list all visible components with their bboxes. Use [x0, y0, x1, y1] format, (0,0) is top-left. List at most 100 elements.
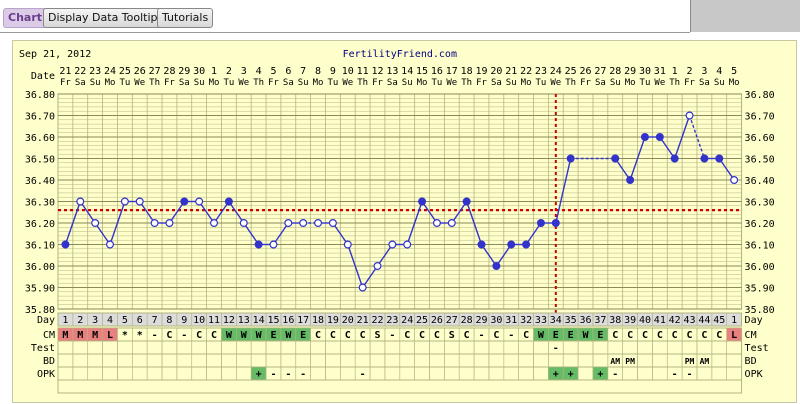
row-cm-value: -: [152, 330, 158, 341]
temp-line-segment: [421, 201, 438, 224]
row-day-value: 26: [431, 315, 443, 326]
display-data-tooltip-button[interactable]: Display Data Tooltip: [43, 8, 163, 28]
y-tick-right: 36.00: [745, 262, 775, 273]
row-opk-label-right: OPK: [745, 369, 763, 380]
y-tick-right: 35.80: [745, 305, 775, 316]
y-tick-left: 36.20: [25, 219, 55, 230]
temp-point: [165, 219, 174, 228]
row-cm-value: C: [612, 330, 618, 341]
y-tick-right: 36.70: [745, 112, 775, 123]
temp-point: [730, 176, 739, 185]
weekday-tick: Fr: [372, 78, 383, 88]
temp-point: [640, 132, 649, 141]
temp-line-segment: [362, 265, 379, 288]
temp-point: [700, 154, 709, 163]
weekday-tick: We: [134, 78, 145, 88]
row-day-value: 12: [223, 315, 235, 326]
temp-point: [224, 197, 233, 206]
temp-line-segment: [465, 201, 483, 245]
row-day-value: 8: [166, 315, 172, 326]
row-cm-value: S: [449, 330, 455, 341]
row-bd-label: BD: [43, 356, 55, 367]
tutorials-button[interactable]: Tutorials: [157, 8, 214, 28]
row-day-value: 3: [92, 315, 98, 326]
temp-line-segment: [332, 222, 349, 245]
temp-point: [76, 197, 85, 206]
date-tick: 8: [315, 66, 321, 77]
row-day-value: 7: [152, 315, 158, 326]
date-tick: 23: [89, 66, 101, 77]
weekday-tick: We: [238, 78, 249, 88]
y-tick-left: 36.00: [25, 262, 55, 273]
temp-point: [135, 197, 144, 206]
date-tick: 22: [74, 66, 86, 77]
row-cm-value: C: [330, 330, 336, 341]
row-bd-value: PM: [625, 357, 635, 366]
date-tick: 14: [401, 66, 413, 77]
y-tick-left: 35.80: [25, 305, 55, 316]
row-cm-value: C: [672, 330, 678, 341]
row-day-label-right: Day: [745, 315, 763, 326]
weekday-tick: Th: [357, 78, 368, 88]
temp-line-segment: [629, 136, 646, 181]
weekday-tick: Tu: [327, 78, 338, 88]
y-tick-left: 36.80: [25, 90, 55, 101]
temp-point: [388, 240, 397, 249]
date-tick: 6: [285, 66, 291, 77]
date-tick: 27: [594, 66, 606, 77]
row-cm-value: E: [568, 330, 574, 341]
weekday-tick: We: [550, 78, 561, 88]
temp-line-segment: [451, 201, 468, 224]
date-tick: 22: [520, 66, 532, 77]
toolbar-right-area: [690, 0, 800, 32]
row-day-value: 5: [122, 315, 128, 326]
weekday-tick: Su: [298, 78, 309, 88]
row-test-label-right: Test: [745, 343, 769, 354]
row-extra-bg: [57, 379, 743, 394]
temp-line-segment: [79, 201, 96, 224]
date-tick: 19: [475, 66, 487, 77]
row-day-value: 45: [713, 315, 725, 326]
date-tick: 18: [461, 66, 473, 77]
temp-line-segment: [139, 201, 156, 224]
date-tick: 21: [505, 66, 517, 77]
temp-line-segment: [674, 115, 691, 159]
temp-line-segment: [376, 244, 393, 267]
temp-line-segment: [525, 222, 542, 245]
temp-point: [373, 262, 382, 271]
temp-point: [314, 219, 323, 228]
date-tick: 27: [149, 66, 161, 77]
row-day-value: 40: [639, 315, 651, 326]
y-tick-right: 36.10: [745, 241, 775, 252]
y-tick-right: 36.60: [745, 133, 775, 144]
row-day-value: 17: [297, 315, 309, 326]
date-tick: 23: [535, 66, 547, 77]
weekday-tick: Fr: [164, 78, 175, 88]
row-day-value: 22: [371, 315, 383, 326]
temp-point: [91, 219, 100, 228]
row-day-value: 25: [416, 315, 428, 326]
date-tick: 24: [104, 66, 116, 77]
date-tick: 3: [701, 66, 707, 77]
row-day-value: 23: [386, 315, 398, 326]
weekday-tick: Fr: [60, 78, 71, 88]
date-tick: 21: [59, 66, 71, 77]
row-cm-value: C: [360, 330, 366, 341]
weekday-tick: Su: [714, 78, 725, 88]
weekday-tick: Sa: [179, 78, 190, 88]
tab-chart[interactable]: Chart: [3, 8, 48, 28]
weekday-tick: We: [446, 78, 457, 88]
row-cm-value: *: [122, 330, 128, 341]
site-name: FertilityFriend.com: [343, 49, 457, 60]
temp-point: [551, 219, 560, 228]
y-tick-left: 36.10: [25, 241, 55, 252]
row-cm-value: C: [404, 330, 410, 341]
row-cm-value: C: [701, 330, 707, 341]
row-cm-value: E: [553, 330, 559, 341]
row-cm-value: C: [166, 330, 172, 341]
temp-point: [254, 240, 263, 249]
weekday-tick: Th: [149, 78, 160, 88]
temp-point: [284, 219, 293, 228]
row-cm-label-right: CM: [745, 330, 757, 341]
temp-point: [655, 132, 664, 141]
